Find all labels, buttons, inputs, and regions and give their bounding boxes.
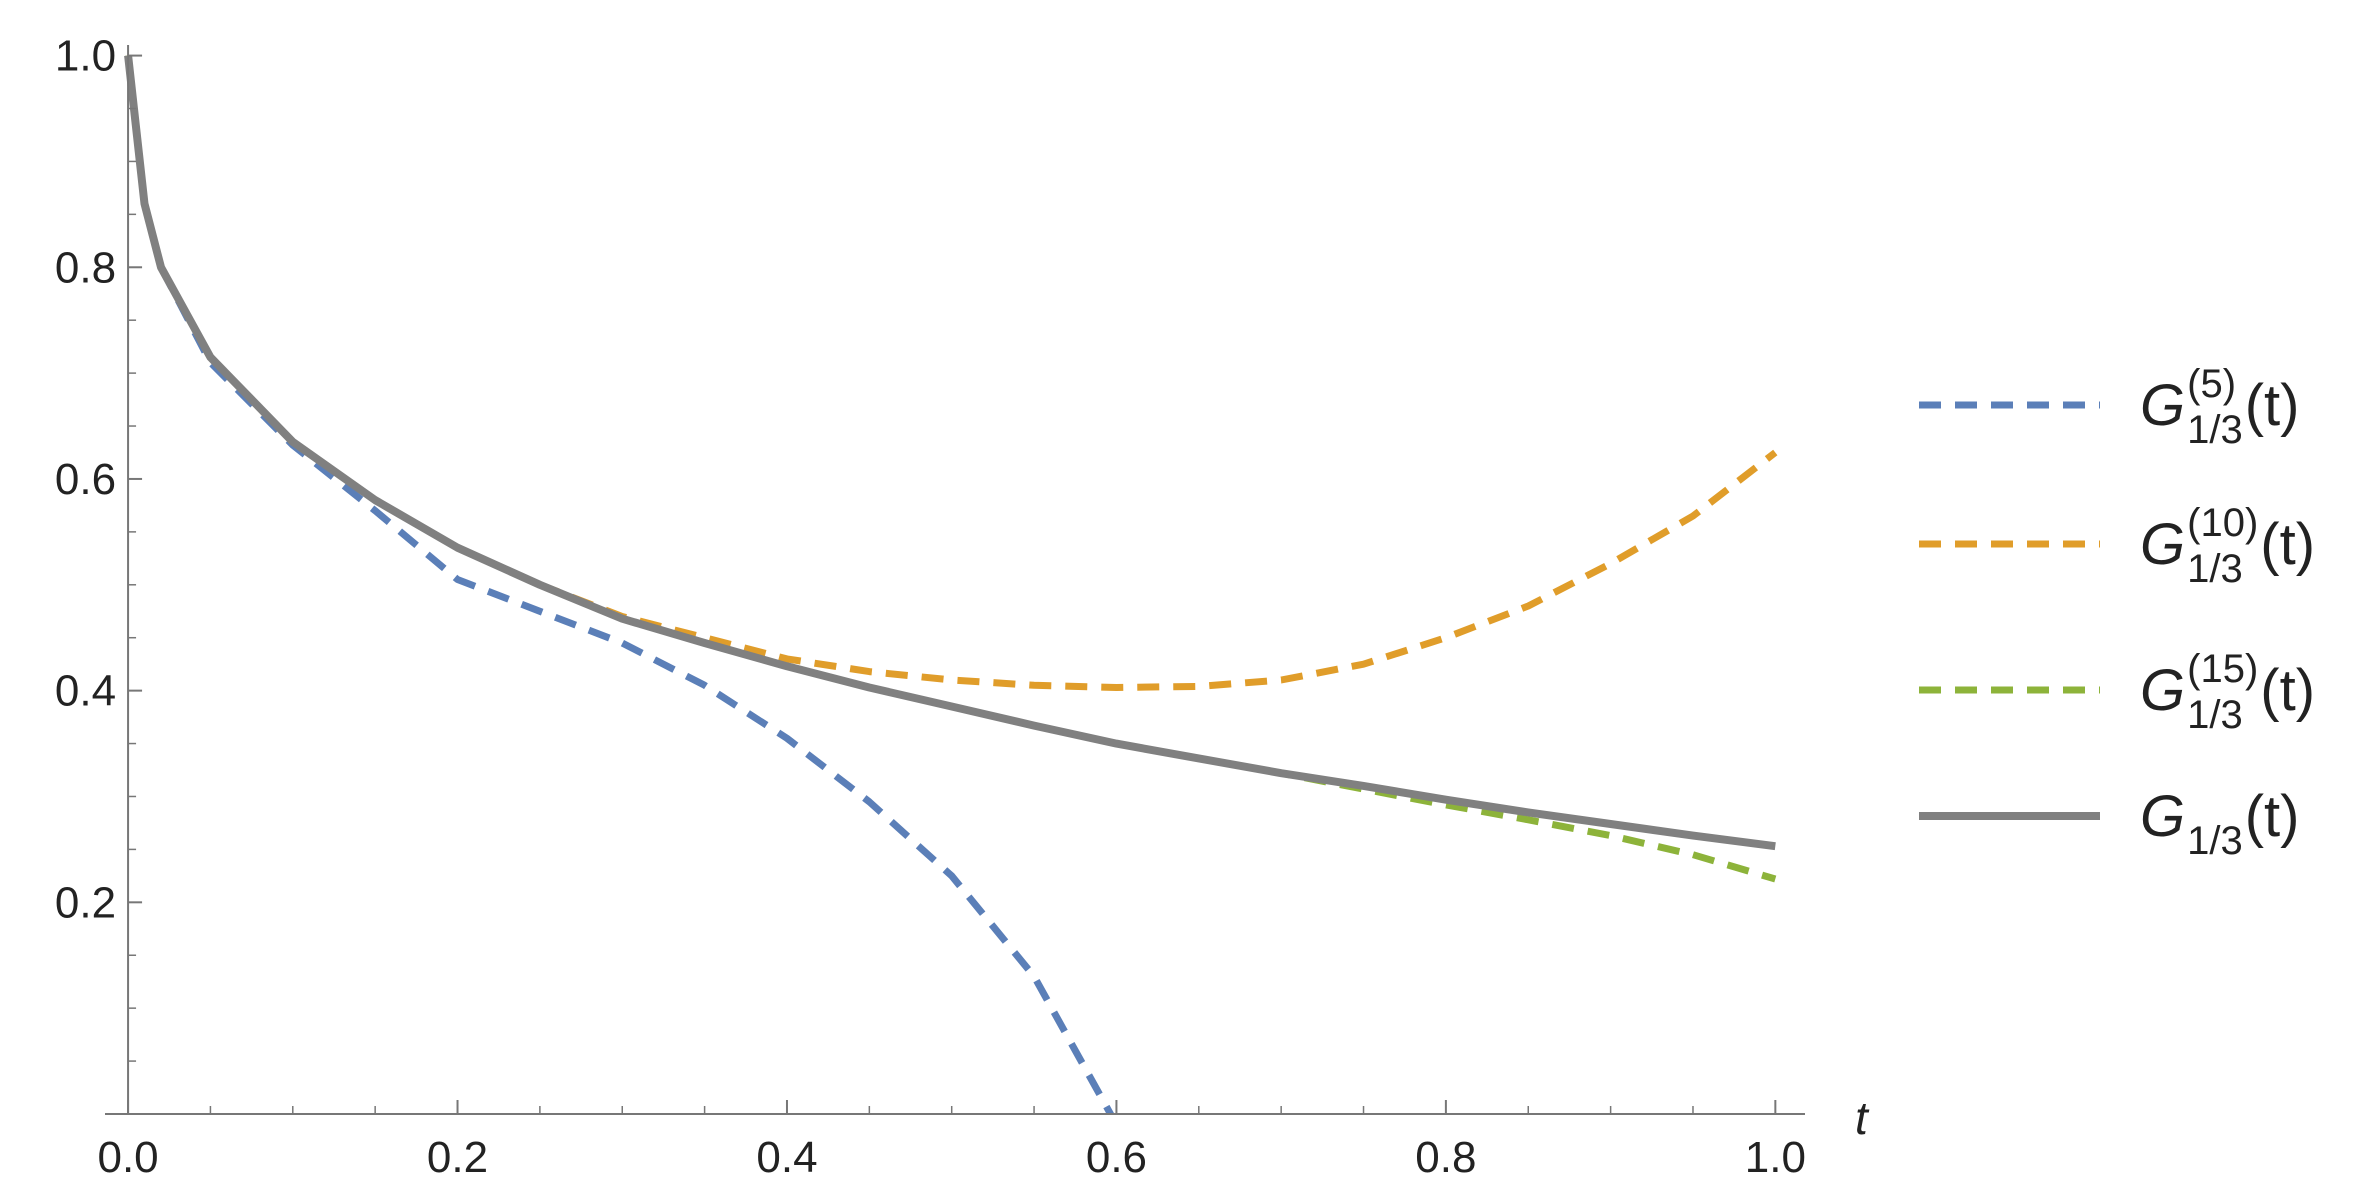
series-line [124,55,1777,883]
legend-argument: (t) [2260,512,2315,577]
legend-argument: (t) [2245,784,2300,849]
legend-superscript: (15) [2187,647,2258,691]
legend-argument: (t) [2260,658,2315,723]
legend-name: G [2140,373,2185,438]
x-axis-label: t [1855,1092,1870,1144]
plot-area [124,55,1778,1114]
y-tick-label: 0.8 [55,243,116,292]
x-tick-label: 0.8 [1415,1133,1476,1182]
legend-name: G [2140,658,2185,723]
x-tick-label: 0.2 [427,1133,488,1182]
legend-subscript: 1/3 [2187,693,2243,737]
y-tick-label: 0.6 [55,455,116,504]
legend-superscript: (5) [2187,362,2236,406]
legend-subscript: 1/3 [2187,819,2243,863]
legend-name: G [2140,512,2185,577]
legend-superscript: (10) [2187,501,2258,545]
x-tick-label: 0.4 [756,1133,817,1182]
x-tick-label: 1.0 [1745,1133,1806,1182]
series-line [124,55,1778,691]
x-tick-label: 0.0 [97,1133,158,1182]
legend-subscript: 1/3 [2187,408,2243,452]
legend-name: G [2140,784,2185,849]
y-tick-label: 1.0 [55,32,116,81]
series-line [124,55,1776,851]
x-tick-label: 0.6 [1086,1133,1147,1182]
series-line [124,55,1115,1114]
legend-subscript: 1/3 [2187,547,2243,591]
legend-argument: (t) [2245,373,2300,438]
y-tick-label: 0.2 [55,878,116,927]
y-tick-label: 0.4 [55,667,116,716]
